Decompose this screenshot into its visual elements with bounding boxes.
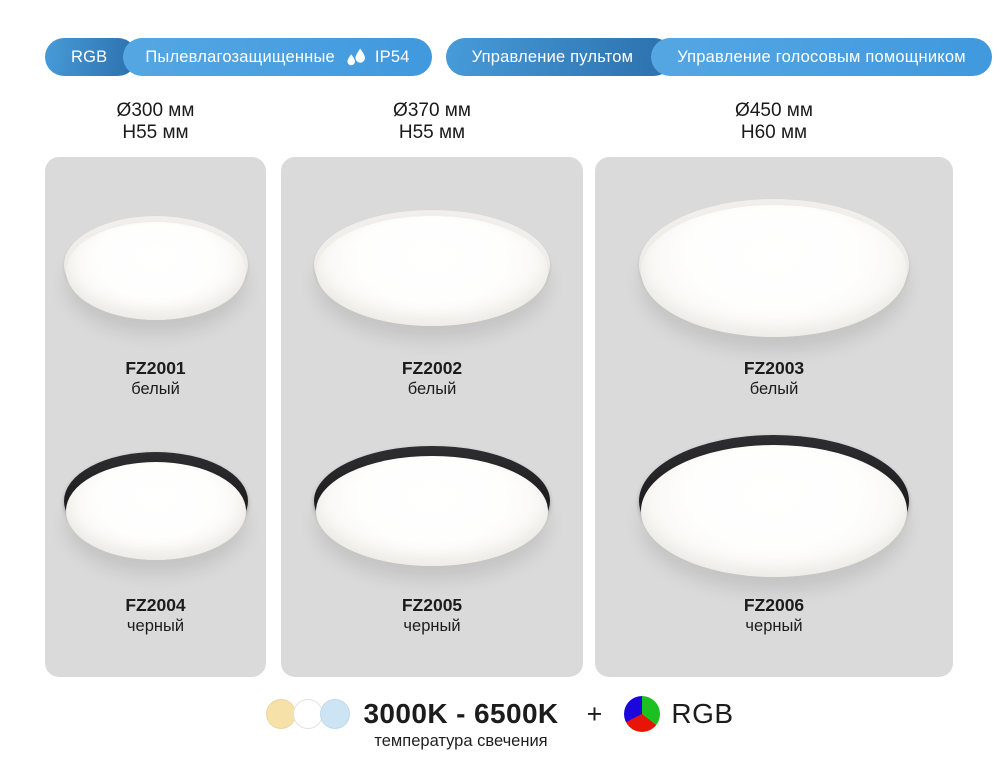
model-name: FZ2005 xyxy=(401,595,463,615)
product-card: FZ2001 белый FZ2004 черный xyxy=(45,157,266,677)
product-fz2005: FZ2005 черный xyxy=(281,400,583,637)
product-card: FZ2003 белый FZ2006 черный xyxy=(595,157,953,677)
lamp-stage xyxy=(595,157,953,352)
badge-rgb-label: RGB xyxy=(71,47,108,66)
light-modes-footer: 3000K - 6500K температура свечения + RGB xyxy=(0,694,1000,750)
lamp-stage xyxy=(45,400,266,589)
diameter-text: Ø450 мм xyxy=(735,100,813,121)
neutral-light-swatch-icon xyxy=(293,699,324,729)
model-color: черный xyxy=(745,617,803,635)
ceiling-lamp-black-image xyxy=(63,451,248,560)
plus-sign: + xyxy=(586,698,603,729)
height-text: H60 мм xyxy=(740,122,808,143)
height-text: H55 мм xyxy=(398,122,466,143)
badge-remote-control[interactable]: Управление пультом xyxy=(445,38,674,76)
temperature-caption-text: температура свечения xyxy=(374,732,548,750)
ceiling-lamp-black-image xyxy=(314,445,550,566)
badge-dust-moisture-label: Пылевлагозащищенные xyxy=(145,47,335,66)
product-fz2003: FZ2003 белый xyxy=(595,157,953,400)
lamp-stage xyxy=(281,157,583,352)
product-fz2004: FZ2004 черный xyxy=(45,400,266,637)
feature-badges-row: RGB Пылевлагозащищенные IP54 Управление … xyxy=(45,38,1000,76)
diameter-text: Ø300 мм xyxy=(116,100,195,121)
badge-rgb[interactable]: RGB xyxy=(45,38,138,76)
dimensions-label: Ø450 мм H60 мм xyxy=(595,100,953,144)
lamp-stage xyxy=(595,400,953,589)
column-370mm: Ø370 мм H55 мм FZ2002 белый xyxy=(281,100,583,677)
diameter-text: Ø370 мм xyxy=(393,100,471,121)
height-text: H55 мм xyxy=(122,122,189,143)
product-fz2006: FZ2006 черный xyxy=(595,400,953,637)
temperature-swatches xyxy=(266,699,351,729)
lamp-diffuser xyxy=(65,461,246,560)
model-name: FZ2001 xyxy=(125,358,186,378)
model-color: белый xyxy=(131,380,180,398)
rgb-label-text: RGB xyxy=(671,698,734,729)
water-drops-icon xyxy=(344,46,368,68)
ceiling-lamp-white-image xyxy=(639,198,909,337)
temperature-range-text: 3000K - 6500K xyxy=(363,698,559,729)
badge-ip54-label: IP54 xyxy=(374,47,410,66)
model-color: белый xyxy=(407,380,457,398)
model-name: FZ2006 xyxy=(743,595,805,615)
badge-dust-moisture-ip54[interactable]: Пылевлагозащищенные IP54 xyxy=(123,38,432,76)
model-name: FZ2002 xyxy=(401,358,463,378)
ceiling-lamp-black-image xyxy=(639,434,909,577)
column-300mm: Ø300 мм H55 мм FZ2001 белый xyxy=(45,100,266,677)
dimensions-label: Ø370 мм H55 мм xyxy=(281,100,583,144)
lamp-diffuser xyxy=(641,444,907,577)
model-color: черный xyxy=(403,617,461,635)
lamp-stage xyxy=(45,157,266,352)
ceiling-lamp-white-image xyxy=(314,209,550,326)
model-name: FZ2004 xyxy=(125,595,186,615)
product-card: FZ2002 белый FZ2005 черный xyxy=(281,157,583,677)
model-color: белый xyxy=(749,380,799,398)
lamp-stage xyxy=(281,400,583,589)
badge-remote-control-label: Управление пультом xyxy=(471,47,634,66)
column-450mm: Ø450 мм H60 мм FZ2003 белый xyxy=(595,100,953,677)
lamp-diffuser xyxy=(316,215,548,326)
lamp-diffuser xyxy=(65,221,246,320)
warm-light-swatch-icon xyxy=(266,699,297,729)
model-name: FZ2003 xyxy=(743,358,805,378)
badge-voice-assistant-label: Управление голосовым помощником xyxy=(677,47,966,66)
model-color: черный xyxy=(126,617,185,635)
cool-light-swatch-icon xyxy=(320,699,351,729)
rgb-color-wheel-icon xyxy=(624,696,661,732)
lamp-diffuser xyxy=(641,204,907,337)
product-fz2002: FZ2002 белый xyxy=(281,157,583,400)
ceiling-lamp-white-image xyxy=(63,215,248,320)
badge-voice-assistant[interactable]: Управление голосовым помощником xyxy=(651,38,992,76)
temperature-block: 3000K - 6500K температура свечения xyxy=(363,698,559,750)
dimensions-label: Ø300 мм H55 мм xyxy=(45,100,266,144)
product-columns: Ø300 мм H55 мм FZ2001 белый xyxy=(45,100,1000,677)
product-fz2001: FZ2001 белый xyxy=(45,157,266,400)
lamp-diffuser xyxy=(316,455,548,566)
